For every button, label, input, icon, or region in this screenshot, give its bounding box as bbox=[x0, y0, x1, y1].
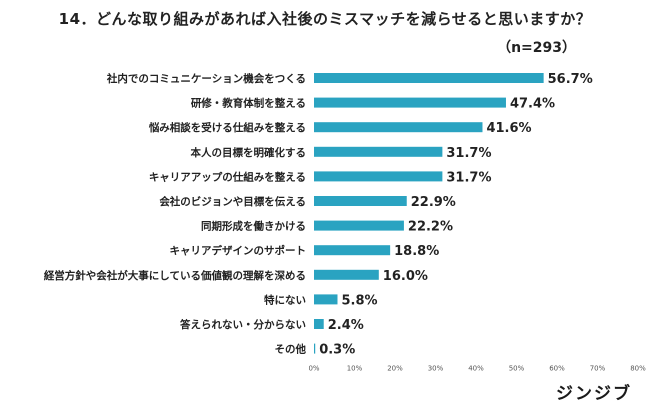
value-label: 47.4% bbox=[510, 97, 555, 112]
bars-layer bbox=[314, 73, 544, 354]
bar bbox=[314, 73, 544, 83]
category-label: 悩み相談を受ける仕組みを整える bbox=[148, 121, 306, 134]
category-label: その他 bbox=[275, 343, 307, 356]
ticks-layer: 0% 10% 20% 30% 40% 50% 60% 70% 80% bbox=[308, 365, 646, 373]
bar bbox=[314, 294, 338, 305]
value-label: 22.2% bbox=[408, 220, 453, 235]
value-label: 41.6% bbox=[486, 121, 531, 136]
value-label: 18.8% bbox=[394, 244, 439, 259]
x-tick-label: 10% bbox=[347, 365, 363, 373]
category-label: 会社のビジョンや目標を伝える bbox=[159, 195, 306, 208]
category-label: 答えられない・分からない bbox=[179, 318, 306, 331]
x-tick-label: 40% bbox=[468, 365, 484, 373]
category-label: 特にない bbox=[264, 293, 306, 306]
bar bbox=[314, 245, 391, 256]
brand-logo: ジンジブ bbox=[556, 384, 632, 404]
x-tick-label: 60% bbox=[549, 365, 565, 373]
value-label: 2.4% bbox=[328, 318, 364, 333]
bar bbox=[314, 319, 324, 329]
chart-title: 14．どんな取り組みがあれば入社後のミスマッチを減らせると思いますか？ bbox=[58, 10, 592, 28]
value-label: 5.8% bbox=[341, 293, 377, 308]
sample-size-label: （n=293） bbox=[497, 40, 576, 56]
x-tick-label: 50% bbox=[509, 365, 525, 373]
value-label: 31.7% bbox=[446, 146, 491, 161]
bar bbox=[314, 97, 506, 108]
bar bbox=[314, 220, 404, 231]
category-label: 社内でのコミュニケーション機会をつくる bbox=[106, 72, 306, 85]
category-label: 本人の目標を明確化する bbox=[191, 146, 307, 159]
value-label: 22.9% bbox=[411, 195, 456, 210]
value-label: 56.7% bbox=[548, 72, 593, 87]
bar bbox=[314, 343, 316, 354]
category-label: キャリアデザインのサポート bbox=[170, 244, 307, 257]
x-tick-label: 20% bbox=[387, 365, 403, 373]
x-tick-label: 30% bbox=[428, 365, 444, 373]
category-label: キャリアアップの仕組みを整える bbox=[149, 170, 306, 183]
labels-layer: 社内でのコミュニケーション機会をつくる 56.7% 研修・教育体制を整える 47.4%… bbox=[44, 72, 593, 358]
value-label: 0.3% bbox=[319, 343, 355, 358]
bar bbox=[314, 196, 407, 206]
category-label: 研修・教育体制を整える bbox=[191, 97, 306, 110]
value-label: 31.7% bbox=[446, 170, 491, 185]
x-tick-label: 0% bbox=[308, 365, 319, 373]
category-label: 経営方針や会社が大事にしている価値観の理解を深める bbox=[44, 269, 306, 282]
x-tick-label: 80% bbox=[630, 365, 646, 373]
category-label: 同期形成を働きかける bbox=[201, 220, 306, 233]
value-label: 16.0% bbox=[383, 269, 428, 284]
bar bbox=[314, 269, 379, 280]
bar bbox=[314, 171, 443, 182]
bar bbox=[314, 122, 483, 133]
x-tick-label: 70% bbox=[590, 365, 606, 373]
bar bbox=[314, 146, 443, 157]
